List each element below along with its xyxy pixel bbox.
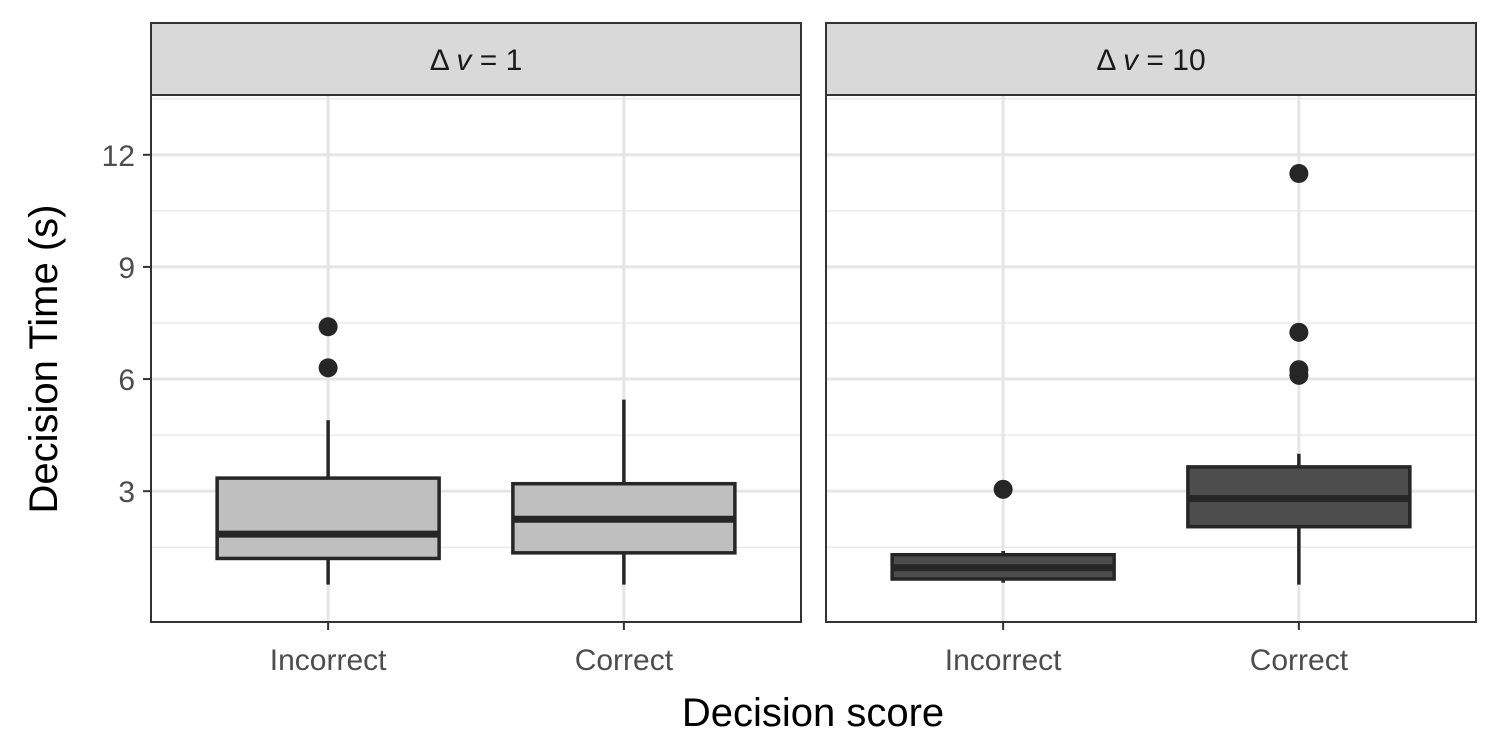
outlier-point (318, 358, 338, 378)
x-tick-label: Correct (1250, 644, 1349, 677)
y-tick-label: 3 (118, 476, 135, 509)
x-tick-label: Correct (575, 644, 674, 677)
y-axis-title: Decision Time (s) (22, 205, 66, 514)
panel-background (826, 95, 1476, 622)
box-incorrect (215, 317, 441, 585)
x-axis-title: Decision score (682, 691, 944, 735)
outlier-point (1289, 360, 1309, 380)
x-tick-label: Incorrect (945, 644, 1062, 677)
outlier-point (1289, 163, 1309, 183)
box-correct (511, 399, 737, 585)
box-iqr (215, 476, 441, 561)
outlier-point (318, 317, 338, 337)
outlier-point (993, 479, 1013, 499)
y-tick-label: 12 (102, 140, 135, 173)
panel-2: Δ v = 10 Incorrect Correct (825, 22, 1477, 677)
strip-background (150, 22, 802, 96)
outlier-point (1289, 322, 1309, 342)
strip-background (825, 22, 1477, 96)
panel-1: Δ v = 1 Incorrect Correct (150, 22, 802, 677)
box-incorrect (890, 479, 1116, 583)
box-correct (1186, 163, 1412, 585)
strip-label: Δ v = 10 (1096, 44, 1205, 77)
y-tick-label: 9 (118, 252, 135, 285)
x-tick-label: Incorrect (270, 644, 387, 677)
strip-label: Δ v = 1 (430, 44, 523, 77)
plot-layer: Δ v = 1 Incorrect Correct Δ v = 10 Incorrect… (102, 22, 1477, 677)
y-tick-label: 6 (118, 364, 135, 397)
